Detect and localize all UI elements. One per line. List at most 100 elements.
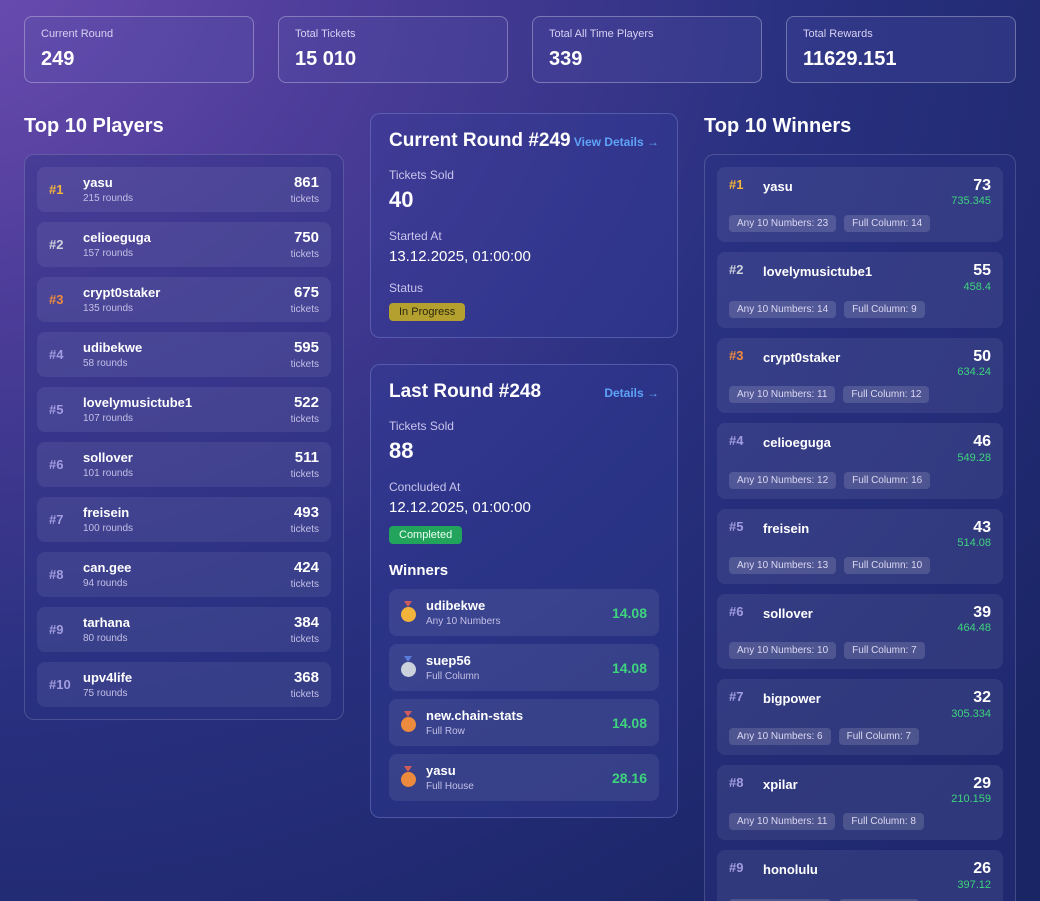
- player-row: #10 upv4life 75 rounds 368 tickets: [37, 662, 331, 707]
- winner-row: #9 honolulu 26 397.12 Any 10 Numbers: 9 …: [717, 850, 1003, 901]
- rank-label: #6: [729, 603, 744, 619]
- rank-label: #6: [49, 457, 64, 472]
- stat-card: Total Tickets 15 010: [278, 16, 508, 83]
- round-winner-amount: 14.08: [611, 659, 647, 676]
- round-winner-info: suep56 Full Column: [426, 653, 479, 682]
- tickets-sold-value: 40: [389, 187, 414, 212]
- status-badge: In Progress: [389, 303, 466, 321]
- badge-any-numbers: Any 10 Numbers: 6: [729, 727, 831, 745]
- winner-reward: 305.334: [951, 707, 991, 720]
- last-round-title: Last Round #248: [389, 381, 542, 402]
- player-rounds: 135 rounds: [83, 303, 134, 314]
- view-details-link[interactable]: View Details →: [573, 135, 659, 149]
- stat-value: 15 010: [295, 48, 357, 70]
- player-tickets-block: 384 tickets: [291, 614, 319, 645]
- top-winners-section: Top 10 Winners #1 yasu 73 735.345: [704, 113, 1016, 901]
- round-winner-info: udibekwe Any 10 Numbers: [426, 598, 500, 627]
- medal-icon: [401, 656, 416, 677]
- player-tickets-count: 493: [293, 504, 319, 521]
- player-name: celioeguga: [83, 230, 151, 245]
- player-rounds: 75 rounds: [83, 688, 128, 699]
- winner-wins-count: 32: [973, 689, 991, 707]
- stat-label: Current Round: [41, 28, 114, 40]
- rank-label: #2: [49, 237, 64, 252]
- winner-reward: 210.159: [951, 793, 991, 806]
- winner-numbers: 43 514.08: [957, 519, 991, 549]
- player-tickets-block: 750 tickets: [291, 229, 319, 260]
- details-link[interactable]: Details →: [604, 386, 659, 400]
- tickets-suffix-label: tickets: [290, 249, 319, 260]
- badge-any-numbers: Any 10 Numbers: 23: [729, 215, 837, 233]
- winner-row: #1 yasu 73 735.345 Any 10 Numbers: 23 Fu…: [717, 167, 1003, 243]
- winner-row-top: #2 lovelymusictube1 55 458.4: [729, 262, 991, 292]
- player-tickets-block: 861 tickets: [291, 174, 319, 205]
- winner-wins-count: 73: [973, 177, 991, 194]
- rank-label: #9: [49, 622, 64, 637]
- tickets-sold-label: Tickets Sold: [389, 168, 454, 182]
- tickets-suffix-label: tickets: [290, 414, 319, 425]
- player-row: #5 lovelymusictube1 107 rounds 522 ticke…: [37, 387, 331, 432]
- player-info: udibekwe 58 rounds: [83, 340, 142, 369]
- current-round-header: Current Round #249 View Details →: [389, 130, 659, 152]
- winner-badges: Any 10 Numbers: 14 Full Column: 9: [729, 300, 991, 318]
- winner-row: #2 lovelymusictube1 55 458.4 Any 10 Numb…: [717, 252, 1003, 328]
- round-winner-row: udibekwe Any 10 Numbers 14.08: [389, 589, 659, 636]
- winner-reward: 397.12: [957, 878, 991, 891]
- round-winner-info: new.chain-stats Full Row: [426, 708, 523, 737]
- winner-numbers: 55 458.4: [963, 262, 991, 292]
- winner-reward: 735.345: [951, 195, 991, 208]
- player-rounds: 101 rounds: [83, 468, 134, 479]
- winner-numbers: 39 464.48: [957, 604, 991, 634]
- winner-badges: Any 10 Numbers: 10 Full Column: 7: [729, 642, 991, 660]
- winner-name: crypt0staker: [763, 349, 841, 365]
- rank-label: #4: [729, 433, 744, 449]
- winner-wins-count: 43: [973, 518, 991, 536]
- current-round-card: Current Round #249 View Details → Ticket…: [370, 113, 678, 338]
- player-name: tarhana: [83, 615, 130, 630]
- rank-label: #10: [49, 677, 71, 692]
- winner-row: #4 celioeguga 46 549.28 Any 10 Numbers: …: [717, 423, 1003, 499]
- player-tickets-block: 424 tickets: [291, 559, 319, 590]
- badge-full-column: Full Column: 7: [838, 727, 920, 745]
- winner-numbers: 32 305.334: [951, 689, 991, 719]
- badge-full-column: Full Column: 7: [838, 898, 920, 901]
- rank-label: #5: [729, 518, 744, 534]
- winner-name: honolulu: [763, 862, 818, 878]
- badge-full-column: Full Column: 14: [844, 215, 931, 233]
- player-info: celioeguga 157 rounds: [83, 230, 151, 259]
- medal-icon: [401, 766, 416, 787]
- player-info: tarhana 80 rounds: [83, 615, 130, 644]
- player-tickets-block: 368 tickets: [291, 669, 319, 700]
- player-row: #4 udibekwe 58 rounds 595 tickets: [37, 332, 331, 377]
- player-name: upv4life: [83, 670, 133, 685]
- medal-icon: [401, 711, 416, 732]
- stat-label: Total Rewards: [803, 28, 873, 40]
- rank-label: #7: [729, 689, 744, 705]
- player-name: lovelymusictube1: [83, 395, 193, 410]
- stat-label: Total Tickets: [295, 28, 356, 40]
- round-winner-row: yasu Full House 28.16: [389, 754, 659, 801]
- top-winners-title: Top 10 Winners: [704, 115, 852, 137]
- winner-wins-count: 29: [973, 774, 991, 792]
- winner-row-top: #7 bigpower 32 305.334: [729, 689, 991, 719]
- main-columns: Top 10 Players #1 yasu 215 rounds 861 ti…: [24, 113, 1016, 901]
- player-name: can.gee: [83, 560, 132, 575]
- top-winners-card: #1 yasu 73 735.345 Any 10 Numbers: 23 Fu…: [704, 154, 1016, 901]
- started-at-label: Started At: [389, 229, 442, 243]
- rank-label: #8: [49, 567, 64, 582]
- player-tickets-block: 493 tickets: [291, 504, 319, 535]
- round-winner-name: udibekwe: [426, 598, 486, 613]
- tickets-suffix-label: tickets: [290, 469, 319, 480]
- stat-card: Current Round 249: [24, 16, 254, 83]
- concluded-at-label: Concluded At: [389, 480, 461, 494]
- player-info: can.gee 94 rounds: [83, 560, 131, 589]
- current-round-title: Current Round #249: [389, 130, 571, 151]
- player-info: sollover 101 rounds: [83, 450, 133, 479]
- winner-reward: 634.24: [957, 366, 991, 379]
- winner-reward: 464.48: [957, 622, 991, 635]
- badge-full-column: Full Column: 10: [844, 556, 931, 574]
- player-info: upv4life 75 rounds: [83, 670, 132, 699]
- player-name: udibekwe: [83, 340, 143, 355]
- winner-row-top: #9 honolulu 26 397.12: [729, 860, 991, 890]
- player-rounds: 94 rounds: [83, 578, 128, 589]
